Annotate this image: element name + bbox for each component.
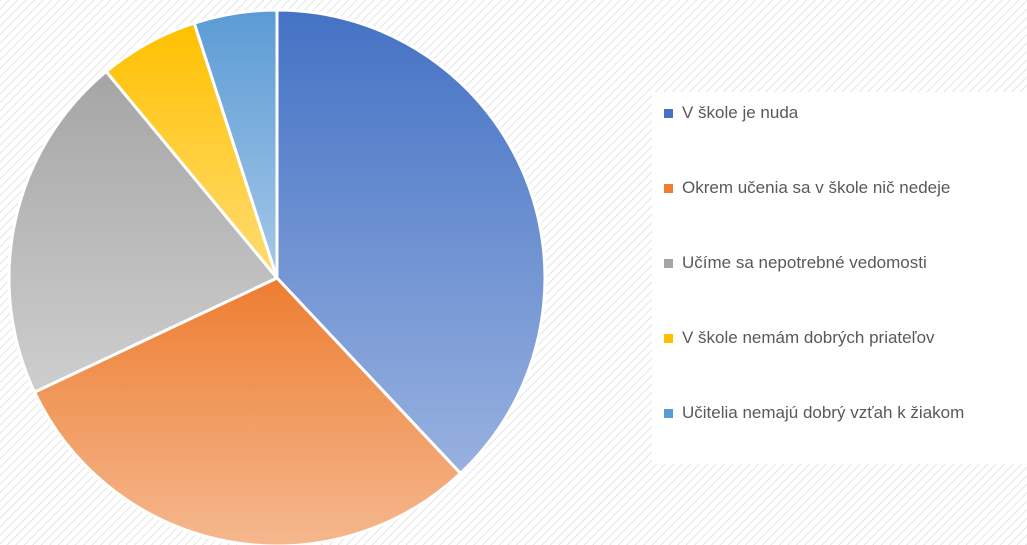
legend-label: V škole nemám dobrých priateľov bbox=[682, 328, 935, 347]
legend-label: V škole je nuda bbox=[682, 103, 799, 122]
legend-swatch bbox=[664, 184, 673, 193]
legend-swatch bbox=[664, 259, 673, 268]
legend-item: V škole nemám dobrých priateľov bbox=[664, 327, 1027, 349]
legend-label: Učitelia nemajú dobrý vzťah k žiakom bbox=[682, 403, 965, 422]
legend-label: Učíme sa nepotrebné vedomosti bbox=[682, 253, 927, 272]
pie-slice bbox=[7, 69, 280, 395]
legend-label: Okrem učenia sa v škole nič nedeje bbox=[682, 178, 951, 197]
legend: V škole je nuda Okrem učenia sa v škole n… bbox=[652, 92, 1027, 464]
legend-swatch bbox=[664, 109, 673, 118]
legend-swatch bbox=[664, 334, 673, 343]
legend-item: Učitelia nemajú dobrý vzťah k žiakom bbox=[664, 402, 1027, 424]
legend-item: V škole je nuda bbox=[664, 102, 1027, 124]
legend-item: Okrem učenia sa v škole nič nedeje bbox=[664, 177, 1027, 199]
pie-slice bbox=[32, 276, 463, 545]
legend-swatch bbox=[664, 409, 673, 418]
pie-slice bbox=[275, 8, 547, 476]
legend-item: Učíme sa nepotrebné vedomosti bbox=[664, 252, 1027, 274]
pie-slice bbox=[192, 8, 279, 279]
